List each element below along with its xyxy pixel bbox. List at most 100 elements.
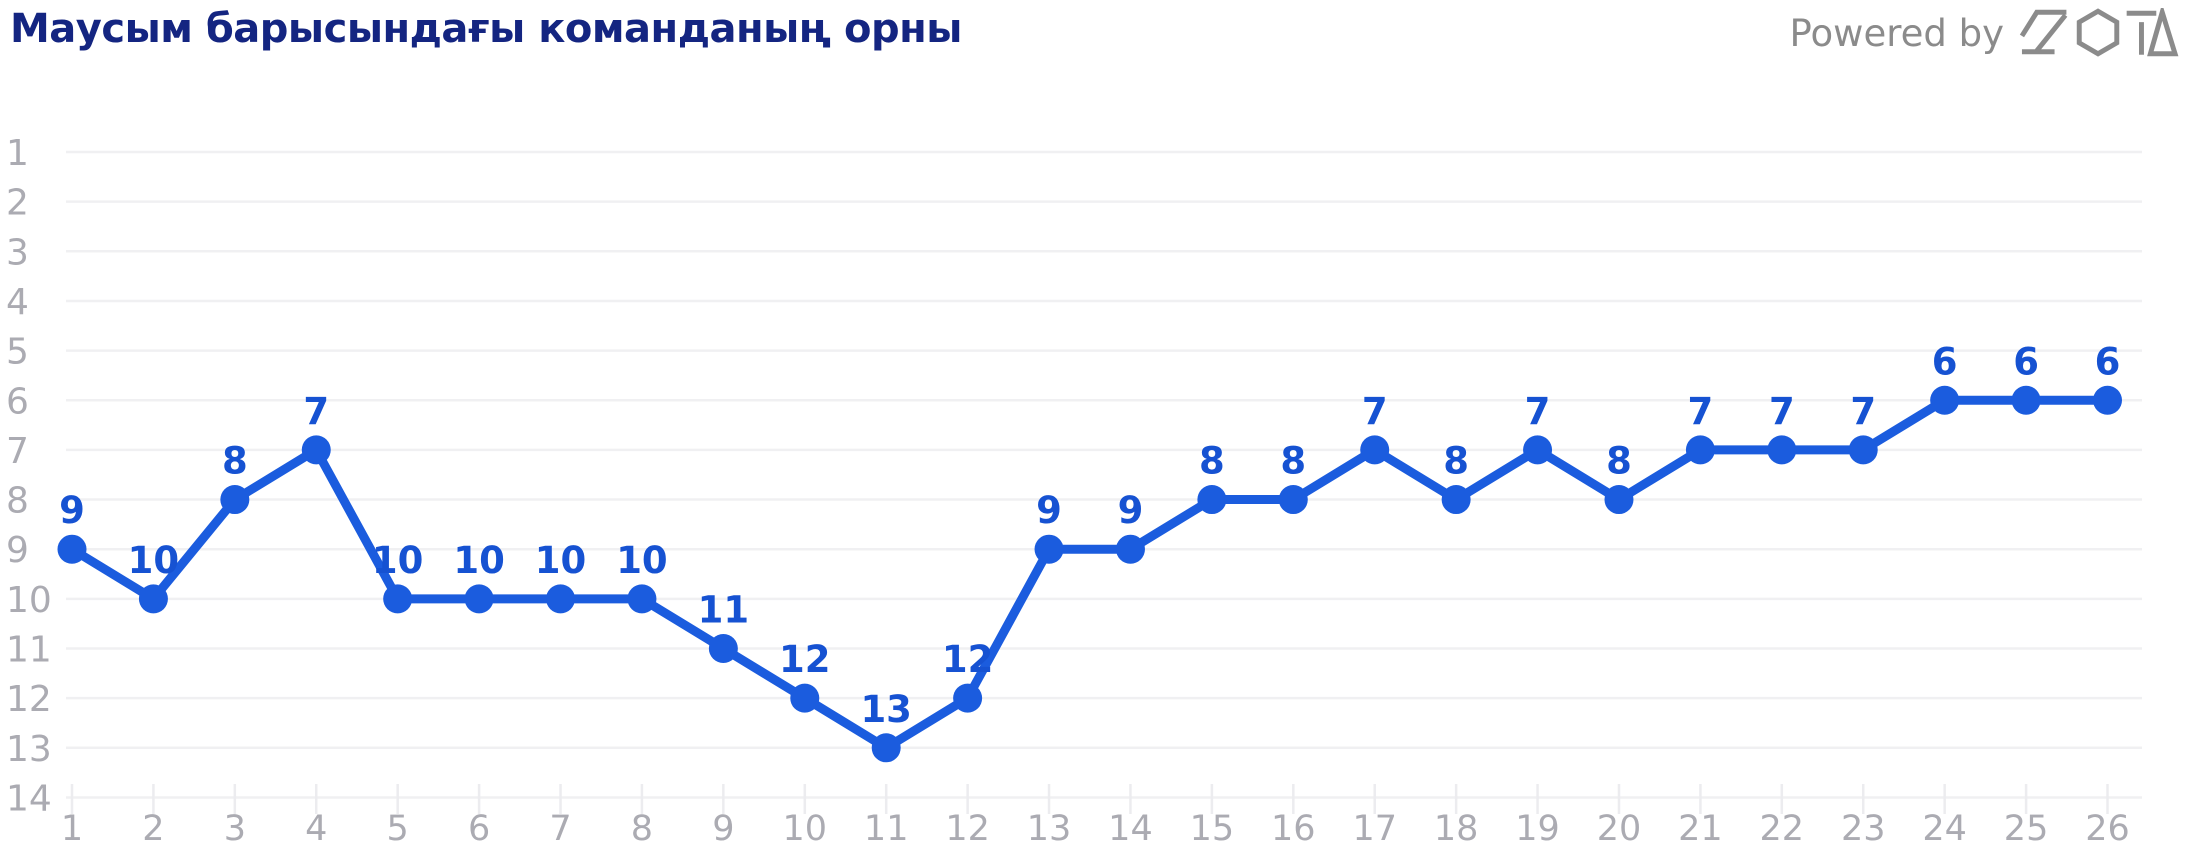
data-point-label: 8	[1280, 440, 1306, 483]
y-axis-label: 4	[6, 282, 29, 323]
sota-logo-icon	[2019, 8, 2179, 57]
data-point-label: 12	[942, 638, 994, 681]
x-axis-label: 14	[1108, 809, 1153, 846]
data-point-label: 10	[453, 539, 505, 582]
data-point-label: 13	[860, 688, 912, 731]
data-point	[2093, 385, 2122, 415]
x-axis-label: 13	[1027, 809, 1072, 846]
data-point-label: 8	[1443, 440, 1469, 483]
x-axis-label: 2	[142, 809, 164, 846]
x-axis-label: 8	[631, 809, 653, 846]
data-point-label: 10	[372, 539, 424, 582]
x-axis-label: 25	[2004, 809, 2049, 846]
x-axis-label: 10	[783, 809, 828, 846]
powered-by-badge: Powered by	[1790, 8, 2180, 58]
data-point	[2011, 385, 2041, 415]
data-point	[1523, 435, 1553, 465]
sota-logo-s	[2019, 9, 2067, 38]
data-point	[1197, 485, 1227, 515]
y-axis-label: 6	[6, 381, 29, 422]
x-axis-label: 26	[2085, 809, 2130, 846]
x-axis-label: 19	[1515, 809, 1560, 846]
x-axis-label: 20	[1597, 809, 1642, 846]
data-point-label: 8	[1199, 440, 1225, 483]
x-axis-label: 12	[945, 809, 990, 846]
x-axis-label: 6	[468, 809, 490, 846]
y-axis-label: 2	[6, 183, 29, 224]
data-point-label: 8	[1606, 440, 1632, 483]
data-point	[1441, 485, 1471, 515]
x-axis-label: 23	[1841, 809, 1886, 846]
data-point	[464, 584, 494, 614]
y-axis-label: 5	[6, 332, 29, 373]
data-point-label: 11	[698, 589, 750, 632]
y-axis-label: 8	[6, 481, 29, 522]
x-axis-label: 22	[1760, 809, 1805, 846]
data-point	[1034, 534, 1064, 564]
data-point	[383, 584, 413, 614]
data-point	[57, 534, 87, 564]
x-axis-label: 9	[712, 809, 734, 846]
x-axis-label: 5	[387, 809, 409, 846]
x-axis-label: 24	[1922, 809, 1967, 846]
data-point	[1848, 435, 1878, 465]
y-axis-label: 14	[6, 778, 52, 819]
data-point	[1685, 435, 1715, 465]
x-axis-label: 21	[1678, 809, 1723, 846]
data-point-label: 10	[128, 539, 180, 582]
x-axis-label: 11	[864, 809, 909, 846]
chart-title: Маусым барысындағы команданың орны	[10, 6, 962, 52]
x-axis-label: 4	[305, 809, 327, 846]
x-axis-label: 15	[1190, 809, 1235, 846]
data-point	[871, 733, 901, 763]
x-axis-label: 18	[1434, 809, 1479, 846]
data-point-label: 10	[616, 539, 668, 582]
data-point-label: 6	[1932, 340, 1958, 383]
x-axis-label: 3	[224, 809, 246, 846]
data-point-label: 12	[779, 638, 831, 681]
data-point	[1115, 534, 1145, 564]
data-point	[790, 683, 820, 713]
data-point-label: 7	[1362, 390, 1388, 433]
y-axis-label: 10	[6, 580, 52, 621]
data-point-label: 9	[1118, 489, 1144, 532]
data-point-label: 6	[2095, 340, 2121, 383]
x-axis-label: 17	[1352, 809, 1397, 846]
x-axis-label: 16	[1271, 809, 1316, 846]
data-point-label: 7	[303, 390, 329, 433]
y-axis-label: 7	[6, 431, 29, 472]
y-axis-label: 9	[6, 530, 29, 571]
data-point-label: 9	[1036, 489, 1062, 532]
y-axis-label: 13	[6, 729, 52, 770]
data-point	[1360, 435, 1390, 465]
y-axis-label: 11	[6, 630, 52, 671]
sota-logo-s-mid	[2034, 13, 2068, 53]
chart-header: Маусым барысындағы команданың орны Power…	[0, 0, 2190, 72]
data-point-label: 9	[59, 489, 85, 532]
data-point-label: 8	[222, 440, 248, 483]
data-point-label: 6	[2013, 340, 2039, 383]
y-axis-label: 1	[6, 133, 29, 174]
data-point	[953, 683, 983, 713]
data-point	[1604, 485, 1634, 515]
data-point	[138, 584, 168, 614]
data-point-label: 7	[1850, 390, 1876, 433]
y-axis-label: 12	[6, 679, 52, 720]
data-point	[627, 584, 657, 614]
data-point-label: 7	[1525, 390, 1551, 433]
y-axis-label: 3	[6, 232, 29, 273]
x-axis-label: 1	[61, 809, 83, 846]
data-point	[220, 485, 250, 515]
data-point	[1930, 385, 1960, 415]
data-point	[708, 634, 738, 663]
sota-logo-o	[2076, 8, 2120, 57]
data-point-label: 7	[1688, 390, 1714, 433]
powered-by-label: Powered by	[1789, 11, 2004, 55]
sota-logo-a	[2147, 8, 2179, 57]
data-point	[1278, 485, 1308, 515]
x-axis-label: 7	[549, 809, 571, 846]
data-point	[1767, 435, 1797, 465]
data-point	[546, 584, 576, 614]
data-point-label: 7	[1769, 390, 1795, 433]
